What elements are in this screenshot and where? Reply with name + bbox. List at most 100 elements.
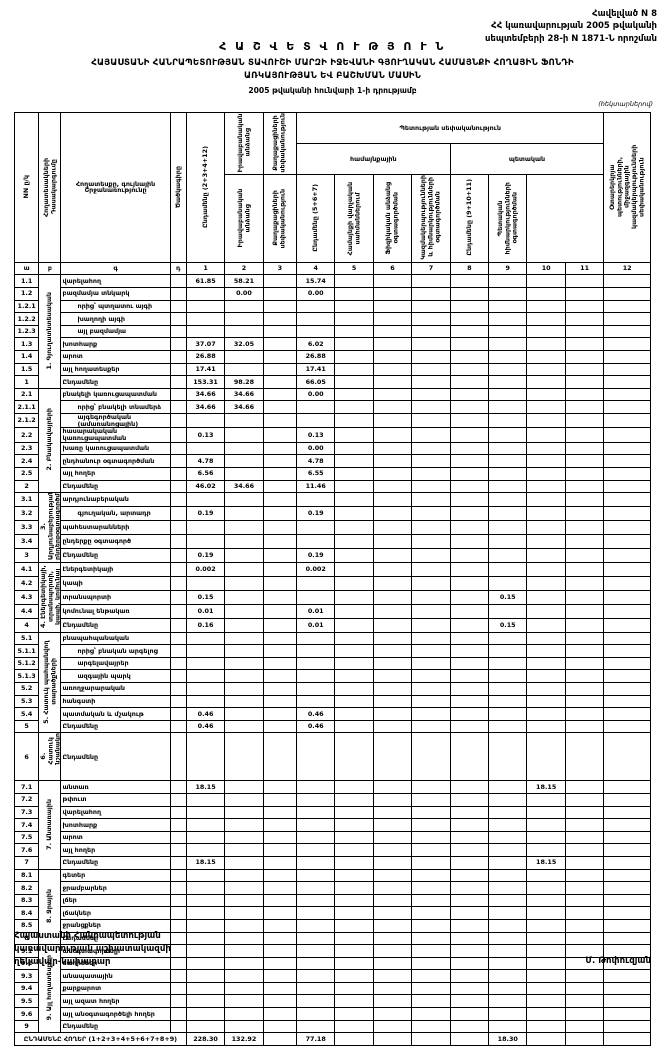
- cell-c6: [372, 656, 413, 671]
- cell-c7: [411, 805, 451, 820]
- row-label: այգեգործական (ամառանոցային): [60, 412, 171, 429]
- row-code: [169, 881, 187, 895]
- table-row: 4.3 տրանսպորտի 0.15 0.15: [13, 589, 651, 605]
- table-row: 2.1 2. Բնակավայրերի բնակելի կառուցապատման 3…: [13, 387, 651, 494]
- cell-c1: [185, 818, 226, 832]
- cell-c12: [603, 603, 651, 619]
- cell-c7: [411, 694, 451, 709]
- cell-c9: [488, 631, 528, 646]
- row-code: [169, 669, 187, 683]
- cell-c5: [334, 719, 374, 734]
- cell-c10: [526, 412, 566, 429]
- row-number: 1.3: [13, 337, 40, 351]
- section-category-label: 1. Գյուղատնտեսական: [38, 274, 62, 389]
- cell-c8: [449, 299, 490, 314]
- row-label: Ընդամենը: [60, 617, 171, 633]
- cell-c5: [334, 656, 374, 671]
- cell-c4: [296, 534, 336, 549]
- row-number: 7.3: [13, 805, 40, 820]
- cell-c12: [603, 547, 651, 563]
- row-label: Ընդամենը: [60, 547, 171, 563]
- cell-c12: [603, 534, 651, 549]
- cell-c2: [224, 412, 264, 429]
- row-label: Ընդամենը: [60, 375, 171, 389]
- footer-signature-name: Մ. Թոփուզյան: [585, 956, 651, 966]
- cell-c1: 34.66: [185, 400, 226, 414]
- cell-c3: [262, 868, 298, 883]
- row-code: [169, 969, 187, 983]
- section-category-label: 7. Անտառային: [38, 780, 62, 870]
- colnum-2: 2: [224, 261, 264, 276]
- cell-c1: 0.46: [185, 719, 226, 734]
- cell-c3: [262, 694, 298, 709]
- cell-c4: 11.46: [296, 479, 336, 494]
- row-code: [169, 893, 187, 908]
- row-label: ջրամբարներ: [60, 881, 171, 895]
- cell-c9: [488, 362, 528, 377]
- table-row: 8.5 ջրանցքներ: [13, 918, 651, 933]
- cell-c1: 34.66: [185, 387, 226, 402]
- cell-c12: [603, 805, 651, 820]
- grand-total-c5: [334, 1032, 374, 1046]
- row-label: Ընդամենը: [60, 719, 171, 734]
- cell-c10: [526, 732, 566, 782]
- cell-c2: [224, 312, 264, 326]
- cell-c6: [372, 479, 413, 494]
- cell-c5: [334, 969, 374, 983]
- row-code: [169, 362, 187, 377]
- cell-c10: [526, 561, 566, 577]
- cell-c6: [372, 547, 413, 563]
- cell-c10: [526, 719, 566, 734]
- row-code: [169, 631, 187, 646]
- cell-c5: [334, 324, 374, 339]
- cell-c7: [411, 362, 451, 377]
- row-label: բնապահպանական: [60, 631, 171, 646]
- cell-c9: [488, 780, 528, 794]
- cell-c1: [185, 441, 226, 456]
- table-row: 9.3 անապատային: [13, 969, 651, 983]
- cell-c10: [526, 492, 566, 508]
- cell-c10: [526, 362, 566, 377]
- cell-c8: [449, 669, 490, 683]
- cell-c4: 0.19: [296, 547, 336, 563]
- cell-c12: [603, 299, 651, 314]
- cell-c6: [372, 682, 413, 696]
- cell-c12: [603, 669, 651, 683]
- cell-c10: [526, 969, 566, 983]
- cell-c12: [603, 780, 651, 794]
- cell-c10: [526, 375, 566, 389]
- row-code: [169, 492, 187, 508]
- table-row: 8.4 լճակներ: [13, 906, 651, 920]
- cell-c12: [603, 732, 651, 782]
- row-code: [169, 694, 187, 709]
- row-label: որից՝ բնական արգելոց: [60, 644, 171, 658]
- cell-c6: [372, 350, 413, 364]
- row-code: [169, 843, 187, 857]
- colnum-a: ա: [13, 261, 40, 276]
- table-row: 8.1 8. Ջրային գետեր: [13, 868, 651, 946]
- row-code: [169, 656, 187, 671]
- cell-c5: [334, 603, 374, 619]
- table-row: 7.4 խոտհարք: [13, 818, 651, 832]
- cell-c7: [411, 412, 451, 429]
- cell-c3: [262, 617, 298, 633]
- cell-c11: [564, 793, 605, 807]
- cell-c1: 61.85: [185, 274, 226, 288]
- cell-c11: [564, 881, 605, 895]
- row-label: խոտհարք: [60, 337, 171, 351]
- cell-c10: [526, 843, 566, 857]
- cell-c12: [603, 454, 651, 468]
- row-number: 5: [13, 719, 40, 734]
- cell-c8: [449, 575, 490, 591]
- cell-c2: [224, 362, 264, 377]
- cell-c12: [603, 506, 651, 522]
- cell-c7: [411, 881, 451, 895]
- row-label: տրանսպորտի: [60, 589, 171, 605]
- cell-c2: [224, 506, 264, 522]
- cell-c1: [185, 981, 226, 996]
- cell-c2: [224, 1019, 264, 1034]
- cell-c11: [564, 274, 605, 288]
- colnum-3: 3: [262, 261, 298, 276]
- header-col-2: Իրավաբանական անձանց: [224, 174, 264, 263]
- cell-c11: [564, 719, 605, 734]
